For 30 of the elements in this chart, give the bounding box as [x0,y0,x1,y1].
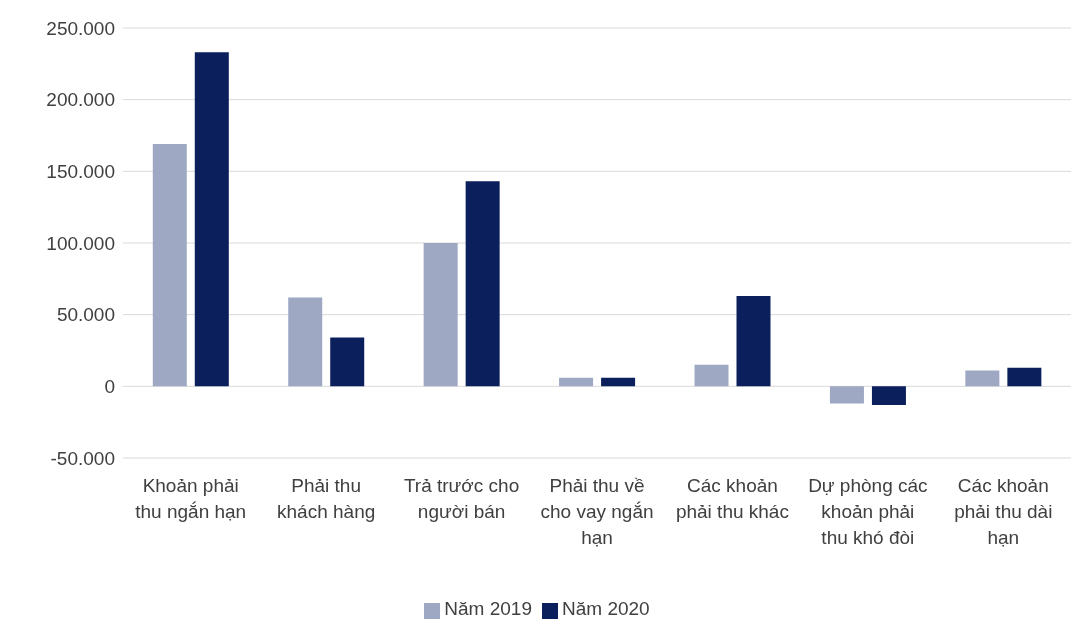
x-tick-label: Dự phòng các khoản phải thu khó đòi [808,475,928,548]
y-tick-label: -50.000 [50,447,115,469]
bar [465,181,500,387]
x-tick-label: Khoản phải thu ngắn hạn [135,475,247,522]
bar [194,52,229,387]
x-tick-label: Trả trước cho người bán [403,475,520,522]
bar [152,144,187,387]
x-tick-label: Các khoản phải thu dài hạn [954,475,1053,548]
x-tick-label: Các khoản phải thu khác [675,475,789,522]
legend-label: Năm 2019 [444,598,532,619]
y-tick-label: 150.000 [46,161,115,183]
bar [829,386,864,404]
bar [423,243,458,387]
bar [601,377,636,387]
y-tick-label: 100.000 [46,232,115,254]
y-tick-label: 0 [104,376,115,398]
x-tick-label: Phải thu khách hàng [277,475,376,522]
y-tick-label: 250.000 [46,17,115,39]
y-tick-label: 50.000 [56,304,115,326]
legend-label: Năm 2020 [562,598,650,619]
bar [694,364,729,387]
bar [330,337,365,387]
bar [559,377,594,387]
y-tick-label: 200.000 [46,89,115,111]
bar [871,386,906,405]
x-tick-label: Phải thu về cho vay ngắn hạn [540,475,654,548]
bar [965,370,1000,387]
bar [288,297,323,387]
bar [736,296,771,387]
bar [1007,367,1042,387]
